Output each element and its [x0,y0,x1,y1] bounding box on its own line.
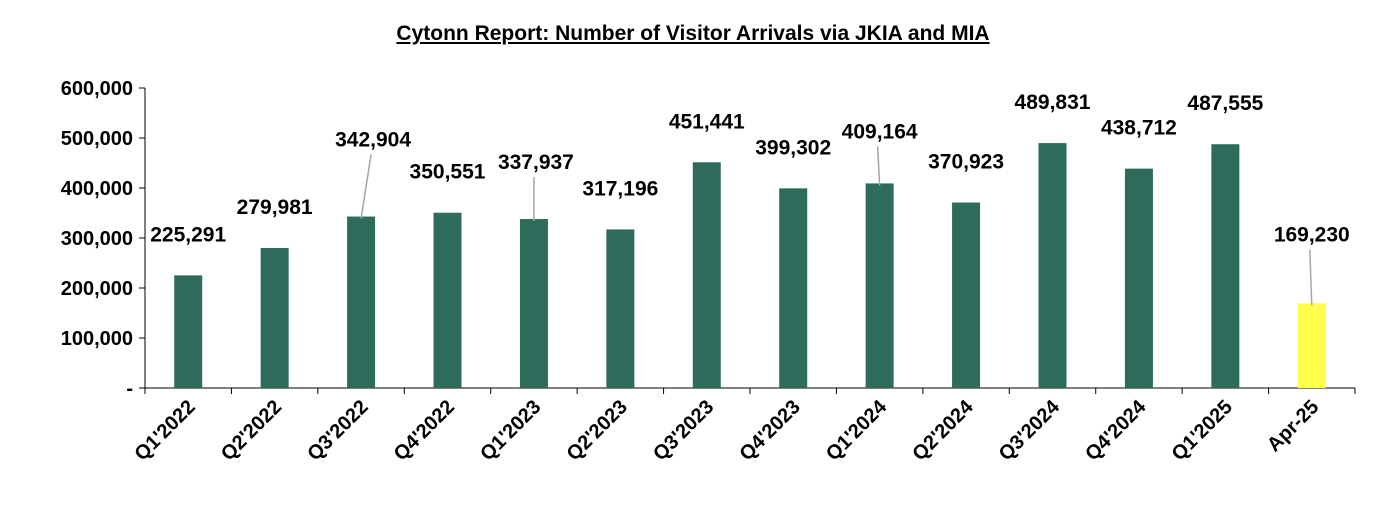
bar [779,188,808,388]
x-tick-label: Q1'2022 [130,396,199,465]
data-label: 337,937 [498,151,574,174]
bar [1297,303,1326,388]
data-label: 342,904 [335,129,411,152]
bar [174,275,203,388]
x-tick-label: Q1'2025 [1168,396,1237,465]
axes [139,87,1356,394]
y-tick-label: 300,000 [61,228,133,250]
x-tick-label: Q1'2024 [822,395,892,465]
data-label: 489,831 [1015,91,1091,114]
x-tick-label: Q2'2024 [908,395,978,465]
leader-line [1309,249,1313,306]
x-tick-label: Q4'2023 [735,396,804,465]
bar [865,183,894,388]
bar [692,162,721,388]
x-tick-label: Q4'2024 [1081,395,1151,465]
bars [174,143,1326,388]
data-label: 451,441 [669,110,745,133]
bar [606,229,635,388]
data-label: 279,981 [237,196,313,219]
x-tick-label: Q3'2023 [649,396,718,465]
y-tick-label: 100,000 [61,328,133,350]
x-tick-label: Q1'2023 [476,396,545,465]
data-label: 487,555 [1187,92,1263,115]
x-tick-label: Q3'2022 [303,396,372,465]
data-label: 399,302 [755,136,831,159]
x-tick-label: Apr-25 [1263,396,1323,456]
data-label: 409,164 [842,120,918,143]
bar [433,212,462,388]
bar [519,219,548,388]
y-tick-label: 500,000 [61,128,133,150]
leader-line [360,154,372,219]
data-labels: 225,291 279,981 342,904 350,551 337,937 317,1… [150,91,1349,246]
y-tick-label: 200,000 [61,278,133,300]
y-tick-label: - [126,378,133,400]
data-label: 350,551 [410,161,486,184]
x-tick-label: Q2'2022 [217,396,286,465]
x-tick-label: Q2'2023 [563,396,632,465]
bar [347,216,376,388]
bar [1124,168,1153,388]
leader-line [876,146,881,186]
bar [952,202,981,388]
leader-lines [360,146,1313,306]
y-tick-label: 600,000 [61,78,133,100]
data-label: 438,712 [1101,117,1177,140]
bar [1038,143,1067,388]
bar [1211,144,1240,388]
bar [260,248,289,388]
x-tick-label: Q3'2024 [995,395,1065,465]
data-label: 225,291 [150,223,226,246]
chart-title: Cytonn Report: Number of Visitor Arrival… [396,22,990,45]
x-tick-label: Q4'2022 [390,396,459,465]
data-label: 317,196 [582,177,658,200]
data-label: 370,923 [928,151,1004,174]
y-tick-label: 400,000 [61,178,133,200]
data-label: 169,230 [1274,223,1350,246]
